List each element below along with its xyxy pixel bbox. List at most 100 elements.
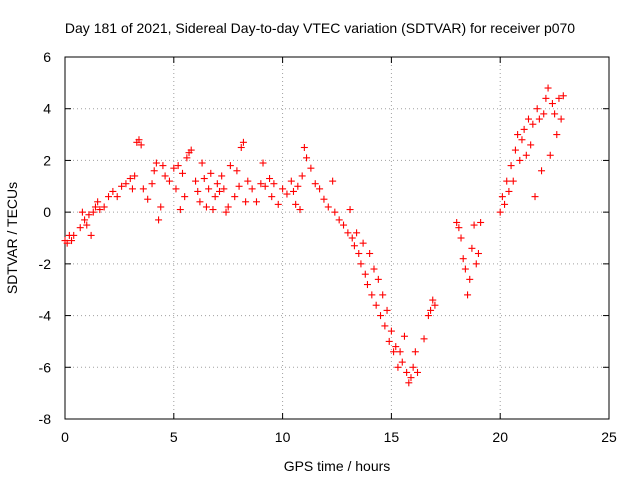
data-point [259,159,267,167]
data-point [139,185,147,193]
data-point [316,185,324,193]
data-point [109,187,117,195]
data-point [211,193,219,201]
data-point [431,301,439,309]
data-point [105,193,113,201]
data-point [268,193,276,201]
data-point [555,94,563,102]
chart-title: Day 181 of 2021, Sidereal Day-to-day VTE… [65,20,575,36]
data-point [518,136,526,144]
y-tick-label: -2 [39,256,52,272]
data-point [266,175,274,183]
data-point [257,180,265,188]
data-point [252,198,260,206]
data-point [387,327,395,335]
data-point [520,125,528,133]
data-point [392,343,400,351]
data-point [181,193,189,201]
data-point [409,363,417,371]
data-point [472,260,480,268]
data-point [176,206,184,214]
data-point [196,198,204,206]
data-point [331,208,339,216]
data-point [150,167,158,175]
data-point [350,242,358,250]
data-point [538,167,546,175]
data-point [414,368,422,376]
data-point [459,255,467,263]
data-point [270,180,278,188]
y-tick-label: 0 [43,204,51,220]
data-point [128,185,136,193]
data-point [244,177,252,185]
data-point [122,180,130,188]
data-point [209,206,217,214]
data-point [298,172,306,180]
data-point [511,146,519,154]
data-point [218,172,226,180]
data-point [374,275,382,283]
data-point [94,198,102,206]
data-point [296,206,304,214]
data-point [320,195,328,203]
x-tick-label: 20 [492,429,508,445]
data-point [96,206,104,214]
data-point [279,185,287,193]
data-point [357,260,365,268]
data-point [524,115,532,123]
data-point [335,216,343,224]
data-point [353,229,361,237]
data-point [470,221,478,229]
data-point [411,348,419,356]
data-point [474,250,482,258]
grid [65,57,609,419]
data-point [361,270,369,278]
data-point [383,306,391,314]
data-point [359,239,367,247]
data-point [505,187,513,195]
data-point [527,141,535,149]
data-point [533,105,541,113]
data-point [542,94,550,102]
data-point [498,193,506,201]
data-point [403,368,411,376]
data-point [87,231,95,239]
data-point [457,234,465,242]
data-point [239,138,247,146]
data-point [529,120,537,128]
data-point [307,164,315,172]
data-points [61,84,567,387]
data-point [544,84,552,92]
data-point [381,322,389,330]
data-point [85,211,93,219]
data-point [83,221,91,229]
data-point [192,177,200,185]
data-point [464,291,472,299]
data-point [501,200,509,208]
y-tick-label: 2 [43,152,51,168]
data-point [453,218,461,226]
data-point [546,151,554,159]
data-point [427,306,435,314]
data-point [165,177,173,185]
data-point [514,131,522,139]
data-point [213,180,221,188]
data-point [466,275,474,283]
data-point [289,187,297,195]
data-point [68,237,76,245]
x-tick-label: 0 [61,429,69,445]
data-point [187,146,195,154]
x-tick-label: 5 [170,429,178,445]
data-point [287,177,295,185]
data-point [477,218,485,226]
data-point [400,332,408,340]
data-point [535,115,543,123]
data-point [152,159,160,167]
data-point [235,182,243,190]
data-point [311,180,319,188]
data-point [170,164,178,172]
data-point [377,312,385,320]
data-point [261,182,269,190]
x-tick-label: 25 [601,429,617,445]
